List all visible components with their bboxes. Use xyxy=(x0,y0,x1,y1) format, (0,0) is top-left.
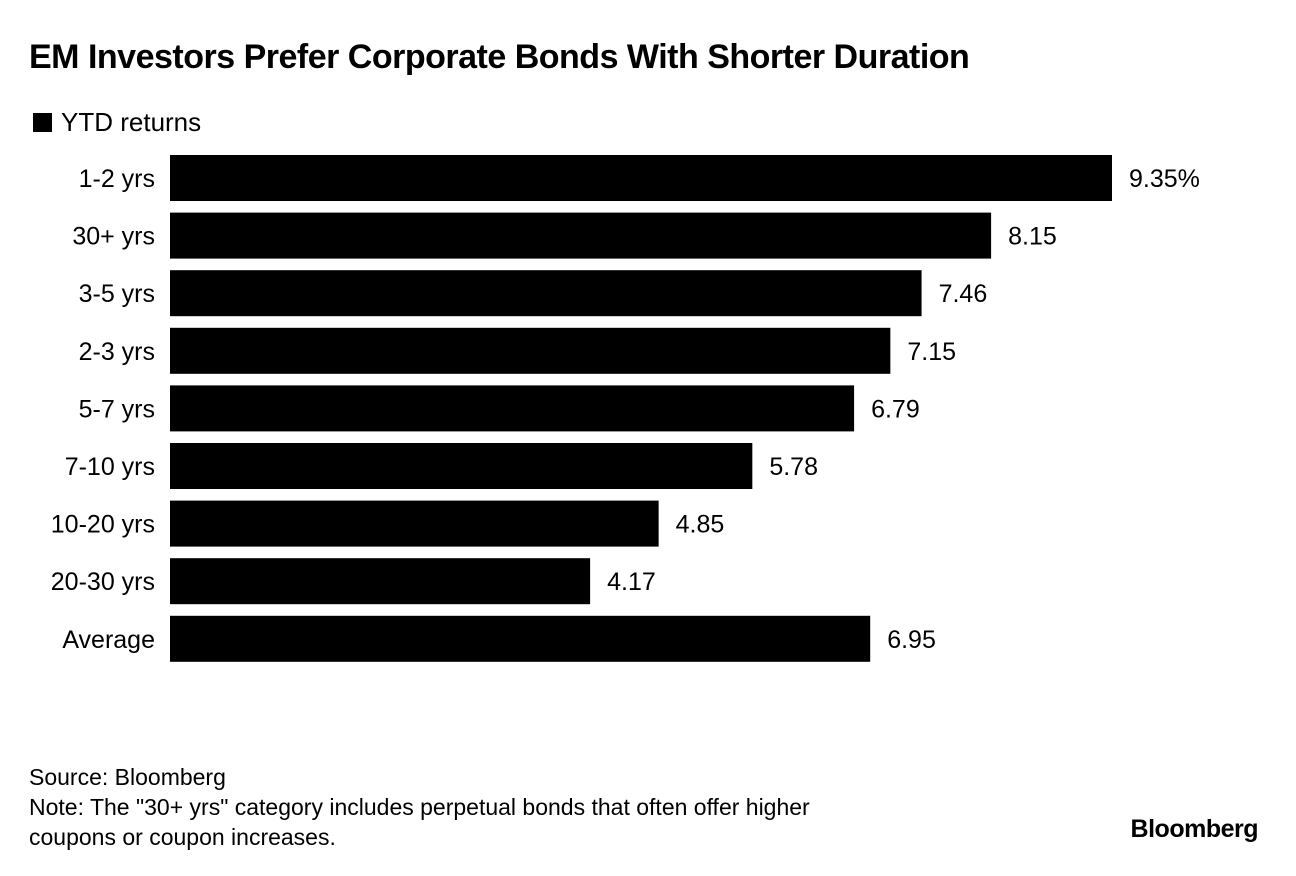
category-label: 5-7 yrs xyxy=(79,395,155,423)
category-label: 20-30 yrs xyxy=(51,568,155,596)
note-line-1: Note: The "30+ yrs" category includes pe… xyxy=(29,794,810,820)
legend: YTD returns xyxy=(33,106,201,138)
category-label: 2-3 yrs xyxy=(79,338,155,366)
value-label: 7.46 xyxy=(939,280,988,308)
bar xyxy=(170,615,871,662)
bar xyxy=(170,270,922,317)
bar xyxy=(170,155,1112,201)
value-label: 5.78 xyxy=(769,453,818,481)
note-line-2: coupons or coupon increases. xyxy=(29,824,336,850)
bloomberg-logo: Bloomberg xyxy=(1130,815,1259,843)
bar xyxy=(170,558,591,605)
value-label: 9.35% xyxy=(1129,165,1200,193)
bar xyxy=(170,443,753,489)
chart-title: EM Investors Prefer Corporate Bonds With… xyxy=(29,38,970,76)
category-label: 1-2 yrs xyxy=(79,165,155,193)
value-label: 6.95 xyxy=(887,626,936,654)
category-label: 7-10 yrs xyxy=(65,453,155,481)
bar xyxy=(170,385,855,432)
category-label: 30+ yrs xyxy=(72,223,155,251)
category-label: 10-20 yrs xyxy=(51,511,155,539)
bar xyxy=(170,212,992,259)
bar-chart: 1-2 yrs 9.35% 30+ yrs 8.15 3-5 yrs 7.46 2-3 yr… xyxy=(51,155,1200,662)
value-label: 8.15 xyxy=(1008,223,1057,251)
legend-swatch xyxy=(33,112,52,132)
legend-label: YTD returns xyxy=(61,106,202,137)
bar xyxy=(170,327,891,374)
value-label: 6.79 xyxy=(871,395,920,423)
source-note: Source: Bloomberg xyxy=(29,764,226,790)
category-label: Average xyxy=(62,626,155,654)
category-label: 3-5 yrs xyxy=(79,280,155,308)
value-label: 4.85 xyxy=(676,511,725,539)
value-label: 7.15 xyxy=(907,338,956,366)
chart-footer: Source: Bloomberg Note: The "30+ yrs" ca… xyxy=(29,762,810,852)
bar xyxy=(170,500,659,547)
value-label: 4.17 xyxy=(607,568,656,596)
